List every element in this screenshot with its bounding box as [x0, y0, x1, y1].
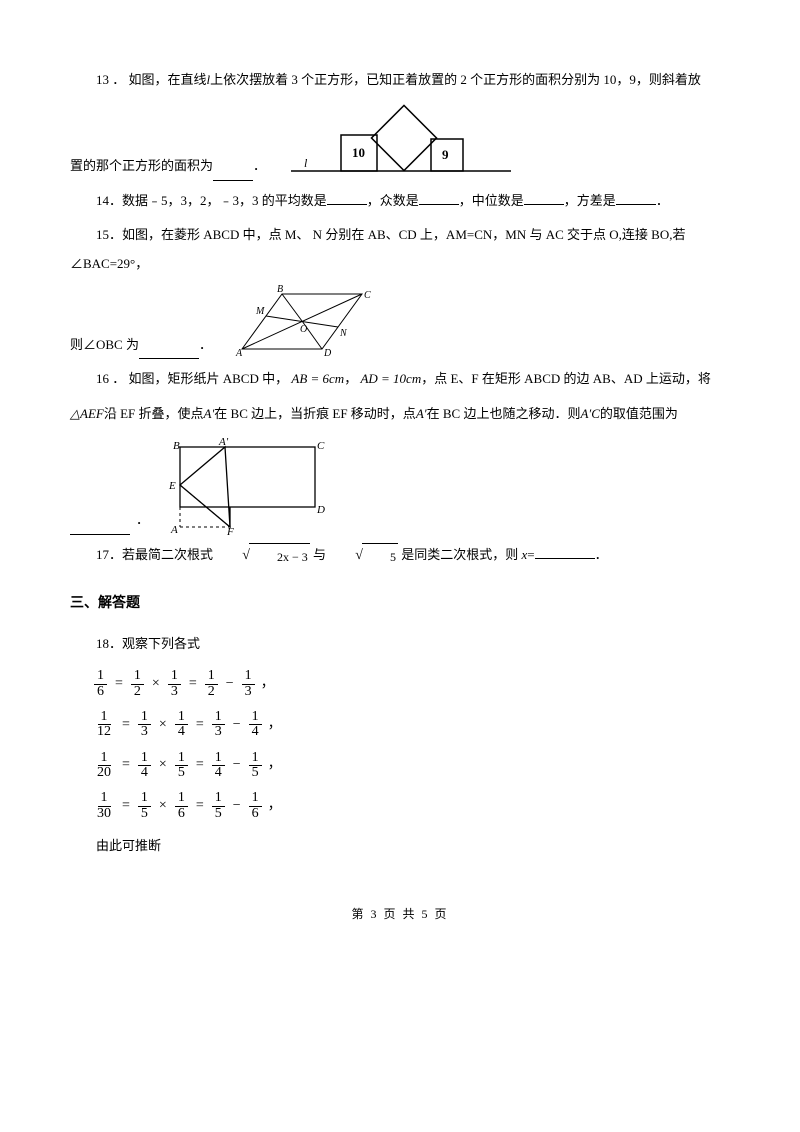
q16-c1: ， — [344, 371, 357, 386]
q13-line1: 13 ． 如图，在直线l上依次摆放着 3 个正方形，已知正着放置的 2 个正方形… — [70, 66, 730, 95]
q13-period: ． — [253, 152, 266, 181]
q15-l1: 15．如图，在菱形 ABCD 中，点 M、 N 分别在 AB、CD 上，AM=C… — [70, 221, 730, 278]
q16-figure: B A′ C E A F D — [155, 435, 330, 535]
q14-num: 14 — [96, 193, 109, 208]
svg-text:D: D — [323, 348, 332, 359]
q17-p: ． — [595, 547, 608, 562]
fraction-equation: 112=13×14=13−14， — [94, 710, 730, 741]
q16-l2: △AEF沿 EF 折叠，使点A′在 BC 边上，当折痕 EF 移动时，点A′在 … — [70, 400, 730, 429]
q18-l1: 18．观察下列各式 — [70, 630, 730, 659]
fraction-equation: 120=14×15=14−15， — [94, 750, 730, 781]
q15-l2: 则∠OBC 为 ． A B C D M N O — [70, 284, 730, 359]
q16-ap1: A′ — [204, 406, 215, 421]
q13-figure: l 10 9 — [286, 101, 516, 181]
q17-blank — [535, 545, 595, 558]
q16-t3: 沿 EF 折叠，使点 — [104, 406, 204, 421]
q18-t: ．观察下列各式 — [109, 636, 200, 651]
svg-text:B: B — [173, 440, 180, 452]
svg-text:A: A — [170, 524, 178, 535]
q14-p: ． — [656, 193, 669, 208]
q14-b4 — [616, 191, 656, 204]
q16-num: 16 — [96, 371, 109, 386]
q15-l2a: 则∠OBC 为 — [70, 331, 139, 360]
q15-p: ． — [199, 331, 212, 360]
q17: 17．若最简二次根式 √2x − 3 与 √5 是同类二次根式，则 x=． — [70, 541, 730, 572]
fraction-equation: 16=12×13=12−13， — [94, 669, 730, 700]
q13-num: 13 — [96, 72, 109, 87]
q13-fig-10: 10 — [352, 145, 365, 160]
q17-t3: 是同类二次根式，则 — [401, 547, 518, 562]
q14-t1: ．数据﹣5，3，2，﹣3，3 的平均数是 — [109, 193, 327, 208]
fraction-equation: 130=15×16=15−16， — [94, 791, 730, 822]
q16-t2: ，点 E、F 在矩形 ABCD 的边 AB、AD 上运动，将 — [421, 371, 711, 386]
q17-t2: 与 — [313, 547, 326, 562]
q14: 14．数据﹣5，3，2，﹣3，3 的平均数是 ，众数是 ，中位数是 ，方差是 ． — [70, 187, 730, 216]
q16-ad: AD = 10cm — [360, 371, 421, 386]
q16-blank — [70, 521, 130, 534]
svg-text:B: B — [277, 284, 283, 295]
q18-num: 18 — [96, 636, 109, 651]
svg-text:F: F — [226, 526, 234, 535]
q13-fig-l: l — [304, 156, 308, 170]
q16-t5: 在 BC 边上也随之移动．则 — [427, 406, 581, 421]
q14-t2: ，众数是 — [367, 193, 419, 208]
svg-text:O: O — [300, 324, 307, 335]
q16-aef: △AEF — [70, 406, 104, 421]
q13-mid1: 上依次摆放着 3 个正方形，已知正着放置的 2 个正方形的面积分别为 10，9，… — [210, 72, 701, 87]
svg-text:E: E — [168, 480, 176, 492]
q17-eq: = — [527, 547, 534, 562]
q16-t4: 在 BC 边上，当折痕 EF 移动时，点 — [214, 406, 416, 421]
q14-b1 — [327, 191, 367, 204]
q16-ab: AB = 6cm — [291, 371, 344, 386]
q14-t3: ，中位数是 — [459, 193, 524, 208]
q17-t1: ．若最简二次根式 — [109, 547, 213, 562]
svg-text:A′: A′ — [218, 436, 229, 448]
q13-fig-9: 9 — [442, 147, 449, 162]
q13-blank — [213, 167, 253, 180]
q15-blank — [139, 346, 199, 359]
q13-line2-wrap: 置的那个正方形的面积为 ． l 10 9 — [70, 101, 730, 181]
q16-l1: 16 ． 如图，矩形纸片 ABCD 中， AB = 6cm， AD = 10cm… — [70, 365, 730, 394]
q16-ap2: A′ — [416, 406, 427, 421]
q16-l3: ． B A′ C E A F D — [70, 435, 730, 535]
page-footer: 第 3 页 共 5 页 — [70, 901, 730, 927]
q15-t: ．如图，在菱形 ABCD 中，点 M、 N 分别在 AB、CD 上，AM=CN，… — [70, 227, 685, 271]
q17-sqrt2: √5 — [329, 541, 398, 572]
q16-t6: 的取值范围为 — [600, 406, 678, 421]
svg-text:N: N — [339, 328, 348, 339]
q15-figure: A B C D M N O — [222, 284, 382, 359]
q13-post: 置的那个正方形的面积为 — [70, 152, 213, 181]
q18-fraction-rows: 16=12×13=12−13， 112=13×14=13−14， 120=14×15… — [70, 669, 730, 822]
svg-text:C: C — [364, 290, 371, 301]
q16-apc: A′C — [580, 406, 599, 421]
svg-text:C: C — [317, 440, 325, 452]
section-3-heading: 三、解答题 — [70, 589, 730, 620]
q14-b3 — [524, 191, 564, 204]
q16-p: ． — [136, 506, 149, 535]
q16-t1: ． 如图，矩形纸片 ABCD 中， — [112, 371, 288, 386]
svg-text:D: D — [316, 504, 325, 516]
svg-text:A: A — [235, 348, 243, 359]
q17-num: 17 — [96, 547, 109, 562]
q18-tail: 由此可推断 — [70, 832, 730, 861]
q13-pre: ． 如图，在直线 — [112, 72, 206, 87]
q14-t4: ，方差是 — [564, 193, 616, 208]
svg-text:M: M — [255, 306, 265, 317]
q14-b2 — [419, 191, 459, 204]
q15-num: 15 — [96, 227, 109, 242]
q17-sqrt1: √2x − 3 — [216, 541, 309, 572]
